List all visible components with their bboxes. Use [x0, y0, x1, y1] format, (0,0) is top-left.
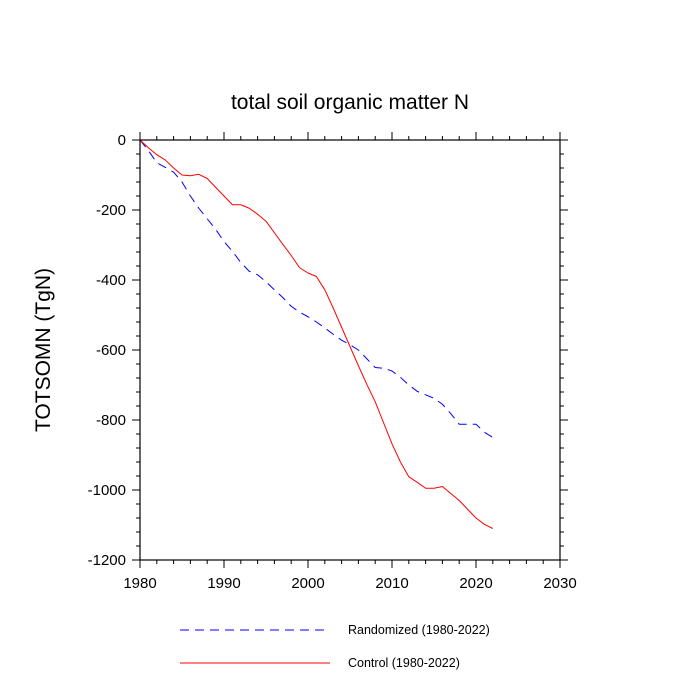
- y-tick-label: -1200: [88, 552, 126, 569]
- x-tick-label: 1980: [123, 575, 156, 592]
- y-axis-label: TOTSOMN (TgN): [32, 268, 55, 432]
- x-tick-label: 2000: [291, 575, 324, 592]
- series-line-1: [139, 139, 494, 529]
- y-tick-label: -1000: [88, 482, 126, 499]
- x-tick-label: 2030: [543, 575, 576, 592]
- y-tick-label: -400: [96, 272, 126, 289]
- x-tick-label: 2020: [459, 575, 492, 592]
- chart-title: total soil organic matter N: [231, 91, 469, 114]
- y-tick-label: 0: [118, 132, 126, 149]
- y-tick-label: -200: [96, 202, 126, 219]
- y-tick-label: -800: [96, 412, 126, 429]
- legend-label-1: Control (1980-2022): [348, 656, 460, 670]
- legend-label-0: Randomized (1980-2022): [348, 623, 490, 637]
- series-line-0: [139, 139, 494, 438]
- x-tick-label: 2010: [375, 575, 408, 592]
- x-tick-label: 1990: [207, 575, 240, 592]
- y-tick-label: -600: [96, 342, 126, 359]
- plot-frame: [139, 139, 561, 561]
